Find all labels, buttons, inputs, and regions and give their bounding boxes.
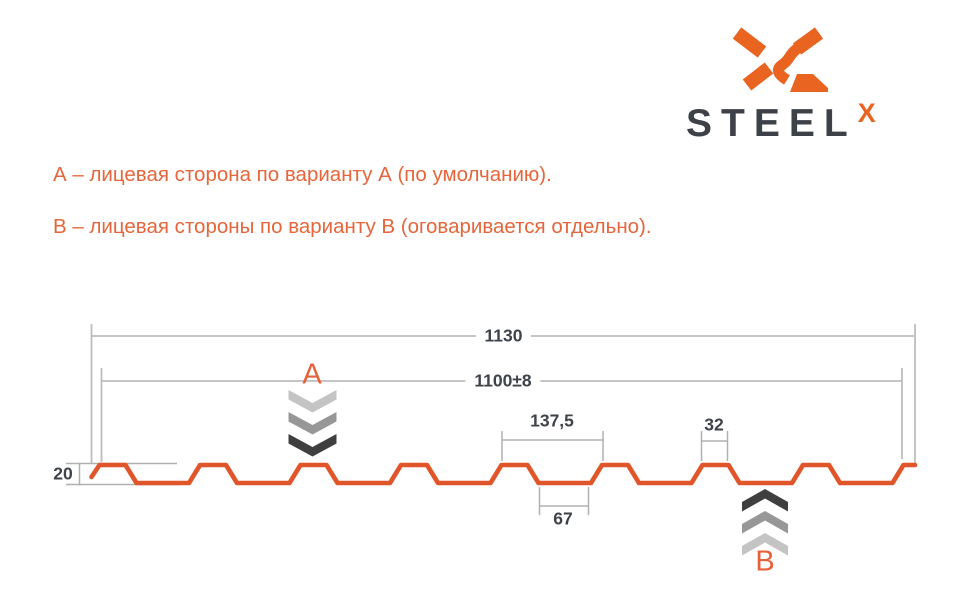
- steelx-mark-icon: [732, 27, 828, 92]
- profile-outline: [89, 462, 918, 486]
- dim-profile-height: 20: [53, 463, 73, 484]
- logo-arm-top-right: [792, 27, 824, 55]
- logo-foot-bottom-right: [790, 74, 828, 92]
- logo-center-s: [772, 43, 802, 85]
- dim-lines-rib-top: [700, 431, 729, 461]
- variant-a-arrows-icon: [288, 390, 337, 457]
- note-line-a: А – лицевая сторона по варианту А (по ум…: [53, 163, 552, 186]
- logo-arm-bottom-left: [742, 62, 774, 91]
- brand-sup-x: X: [857, 98, 876, 128]
- dim-rib-top-width: 32: [704, 414, 724, 435]
- brand-wordmark: STEEL X: [686, 98, 876, 146]
- dim-rib-pitch: 137,5: [530, 410, 574, 431]
- marker-b-label: B: [755, 545, 775, 578]
- marker-a-label: A: [302, 358, 322, 391]
- dim-lines-valley: [538, 487, 590, 515]
- dim-lines-rib-pitch: [501, 431, 604, 461]
- dim-valley-width: 67: [553, 508, 573, 529]
- dim-working-width: 1100±8: [465, 370, 541, 392]
- variant-b-arrows-icon: [742, 489, 788, 556]
- logo-arm-top-left: [732, 27, 767, 58]
- brand-text: STEEL: [686, 102, 857, 145]
- note-line-b: В – лицевая стороны по варианту В (огова…: [53, 215, 652, 238]
- dim-overall-width: 1130: [475, 325, 532, 347]
